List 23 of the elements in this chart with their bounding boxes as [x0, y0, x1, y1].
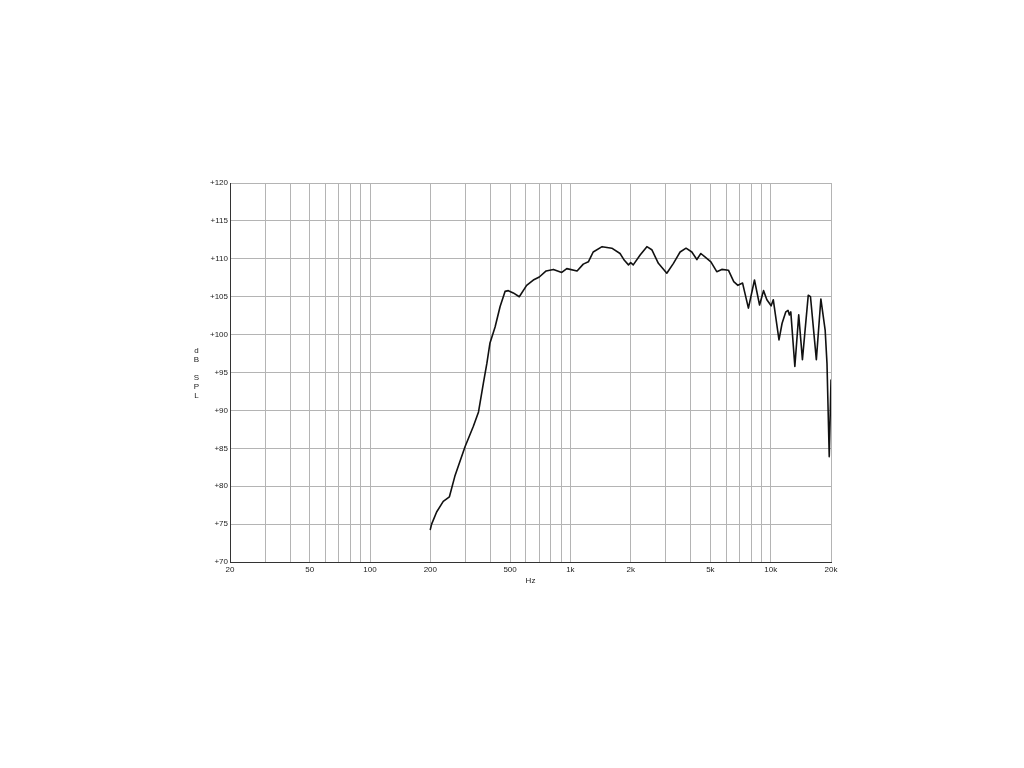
- y-tick-label: +75: [214, 519, 229, 529]
- x-axis-title: Hz: [525, 576, 536, 586]
- x-tick-label: 2k: [626, 565, 636, 574]
- x-tick-label: 500: [503, 565, 518, 574]
- y-tick-label: +100: [209, 329, 229, 339]
- y-tick-label: +70: [214, 557, 229, 567]
- y-tick-label: +90: [214, 405, 229, 415]
- x-tick-label: 50: [305, 565, 315, 574]
- y-tick-label: +115: [210, 216, 229, 226]
- y-tick-label: +105: [209, 291, 229, 301]
- y-tick-label: +85: [214, 443, 229, 453]
- y-tick-label: +95: [214, 367, 229, 377]
- y-tick-label: +110: [210, 254, 229, 263]
- y-tick-label: +120: [209, 178, 229, 188]
- x-tick-label: 1k: [566, 565, 576, 574]
- x-tick-label: 5k: [706, 565, 716, 574]
- x-tick-label: 20k: [824, 565, 839, 574]
- y-tick-label: +80: [214, 481, 229, 491]
- x-tick-label: 200: [423, 565, 438, 574]
- x-tick-label: 20: [225, 565, 235, 574]
- y-axis-title: dB SPL: [192, 345, 201, 400]
- x-tick-label: 10k: [764, 565, 779, 574]
- x-tick-label: 100: [363, 565, 378, 574]
